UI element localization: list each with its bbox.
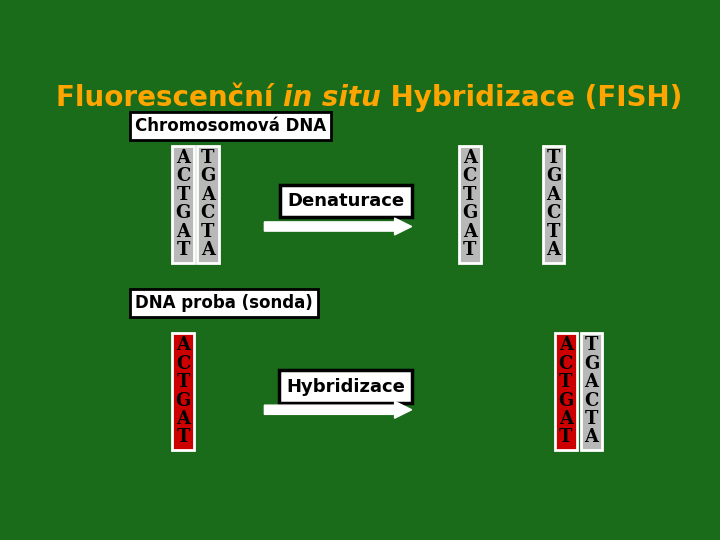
Text: T: T xyxy=(559,373,572,391)
FancyArrow shape xyxy=(264,401,412,418)
Bar xyxy=(172,333,194,450)
Text: G: G xyxy=(558,392,573,409)
Text: Hybridizace: Hybridizace xyxy=(287,377,405,396)
Text: A: A xyxy=(463,149,477,167)
Text: Hybridizace (FISH): Hybridizace (FISH) xyxy=(381,84,682,112)
Text: G: G xyxy=(176,205,191,222)
Text: A: A xyxy=(559,336,573,354)
Text: T: T xyxy=(176,373,189,391)
Text: in situ: in situ xyxy=(283,84,381,112)
Text: A: A xyxy=(463,223,477,241)
Text: DNA proba (sonda): DNA proba (sonda) xyxy=(135,294,312,312)
Bar xyxy=(459,146,481,262)
Text: C: C xyxy=(201,205,215,222)
Text: A: A xyxy=(176,149,190,167)
Bar xyxy=(555,333,577,450)
Text: T: T xyxy=(201,149,215,167)
Text: A: A xyxy=(585,373,598,391)
Text: T: T xyxy=(585,336,598,354)
Text: A: A xyxy=(585,428,598,447)
Text: A: A xyxy=(546,186,560,204)
Text: A: A xyxy=(176,410,190,428)
Text: T: T xyxy=(546,149,560,167)
Text: C: C xyxy=(176,355,190,373)
Text: G: G xyxy=(176,392,191,409)
Bar xyxy=(172,146,194,262)
Text: A: A xyxy=(201,186,215,204)
Text: Chromosomová DNA: Chromosomová DNA xyxy=(135,117,326,135)
Text: C: C xyxy=(176,167,190,185)
Text: A: A xyxy=(546,241,560,259)
Text: Denaturace: Denaturace xyxy=(287,192,405,210)
Text: A: A xyxy=(201,241,215,259)
Text: C: C xyxy=(584,392,598,409)
Text: T: T xyxy=(546,223,560,241)
Text: T: T xyxy=(176,186,189,204)
Text: Fluorescenční: Fluorescenční xyxy=(0,539,1,540)
FancyArrow shape xyxy=(264,218,412,235)
Text: T: T xyxy=(585,410,598,428)
Text: G: G xyxy=(200,167,215,185)
Text: G: G xyxy=(462,205,477,222)
Bar xyxy=(197,146,219,262)
Bar xyxy=(580,333,602,450)
Text: in situ: in situ xyxy=(0,539,1,540)
Text: Hybridizace (FISH): Hybridizace (FISH) xyxy=(0,539,1,540)
Bar xyxy=(543,146,564,262)
Text: T: T xyxy=(176,428,189,447)
Text: C: C xyxy=(559,355,573,373)
Text: C: C xyxy=(546,205,561,222)
Text: T: T xyxy=(463,186,477,204)
Text: G: G xyxy=(584,355,599,373)
Text: A: A xyxy=(176,223,190,241)
Text: T: T xyxy=(463,241,477,259)
Text: Fluorescenční: Fluorescenční xyxy=(56,84,283,112)
Text: C: C xyxy=(462,167,477,185)
Text: T: T xyxy=(176,241,189,259)
Text: G: G xyxy=(546,167,561,185)
Text: A: A xyxy=(176,336,190,354)
Text: T: T xyxy=(559,428,572,447)
Text: A: A xyxy=(559,410,573,428)
Text: T: T xyxy=(201,223,215,241)
